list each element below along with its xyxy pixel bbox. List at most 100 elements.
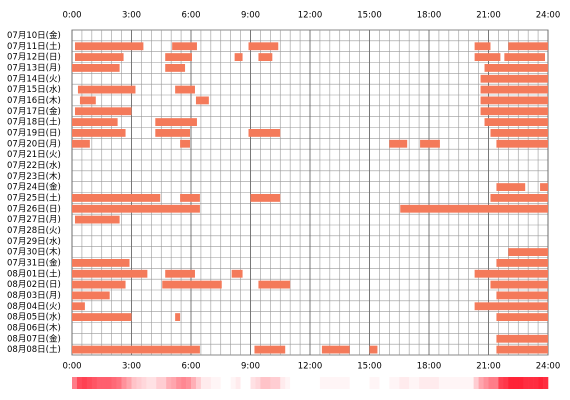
activity-bar (389, 139, 408, 148)
density-cell (528, 377, 534, 389)
density-cell (448, 377, 455, 389)
density-cell (433, 377, 440, 389)
row-label: 08月05日(水) (7, 312, 61, 323)
x-tick-label: 9:00 (241, 11, 260, 21)
activity-bar (72, 302, 85, 311)
density-cell (255, 377, 261, 389)
activity-bar (72, 64, 120, 72)
activity-bar (162, 280, 222, 289)
density-cell (205, 377, 212, 389)
density-cell (364, 377, 370, 389)
density-cell (250, 377, 256, 389)
density-cell (329, 377, 336, 389)
density-cell (290, 377, 296, 389)
x-tick-label: 6:00 (181, 11, 200, 21)
row-label: 07月22日(水) (7, 160, 61, 171)
x-tick-label: 18:00 (417, 11, 442, 21)
density-cell (354, 377, 360, 389)
row-label: 08月03日(月) (7, 291, 61, 301)
density-cell (503, 377, 509, 389)
activity-bar (484, 118, 548, 126)
density-cell (419, 377, 425, 389)
activity-bar (77, 85, 136, 94)
density-cell (91, 377, 98, 389)
activity-bar (474, 53, 501, 61)
activity-bar (400, 204, 548, 213)
row-label: 08月08日(土) (7, 344, 61, 355)
density-cell (240, 377, 246, 389)
density-cell (220, 377, 227, 389)
row-label: 07月10日(金) (7, 30, 61, 41)
row-label: 07月14日(火) (7, 74, 61, 84)
x-tick-label-bottom: 21:00 (476, 362, 501, 372)
row-label: 08月04日(火) (7, 302, 61, 312)
activity-bar (72, 118, 118, 126)
density-cell (86, 377, 93, 389)
density-cell (235, 377, 241, 389)
row-label: 07月13日(月) (7, 63, 61, 73)
density-cell (409, 377, 415, 389)
density-cell (310, 377, 316, 389)
row-label: 07月23日(木) (7, 171, 61, 182)
row-label: 07月31日(金) (7, 257, 61, 268)
x-tick-label-bottom: 0:00 (62, 362, 81, 372)
activity-bar (369, 345, 378, 354)
activity-bar (180, 194, 200, 202)
row-label: 08月01日(土) (7, 268, 61, 279)
row-label: 07月26日(日) (7, 204, 61, 214)
density-cell (171, 377, 177, 389)
density-cell (151, 377, 157, 389)
activity-bar (490, 194, 548, 202)
density-cell (181, 377, 187, 389)
activity-bar (496, 259, 548, 267)
activity-bar (496, 139, 548, 148)
activity-bar (496, 334, 548, 343)
activity-bar (72, 259, 130, 267)
activity-bar (480, 96, 548, 105)
activity-bar (480, 107, 548, 116)
density-cell (314, 377, 321, 389)
density-cell (533, 377, 539, 389)
density-cell (523, 377, 529, 389)
activity-bar (420, 139, 440, 148)
activity-bar (496, 345, 548, 354)
density-cell (488, 377, 494, 389)
density-cell (414, 377, 420, 389)
row-label: 07月25日(土) (7, 192, 61, 203)
activity-bar (490, 280, 548, 289)
activity-bar (72, 313, 132, 321)
density-cell (72, 377, 78, 389)
density-cell (141, 377, 147, 389)
activity-bar (72, 345, 200, 354)
activity-bar (250, 194, 281, 202)
activity-bar (254, 345, 286, 354)
density-cell (518, 377, 524, 389)
density-cell (374, 377, 380, 389)
density-cell (305, 377, 311, 389)
row-label: 07月20日(月) (7, 139, 61, 149)
row-label: 08月07日(金) (7, 333, 61, 344)
density-cell (349, 377, 355, 389)
row-label: 08月06日(木) (7, 322, 61, 333)
density-cell (81, 377, 88, 389)
density-cell (344, 377, 350, 389)
x-tick-label-bottom: 9:00 (241, 362, 260, 372)
x-tick-label-bottom: 12:00 (298, 362, 323, 372)
row-label: 07月27日(月) (7, 215, 61, 225)
density-cell (478, 377, 484, 389)
density-cell (458, 377, 465, 389)
row-label: 07月24日(金) (7, 182, 61, 193)
density-cell (463, 377, 469, 389)
activity-bar (490, 129, 548, 137)
activity-bar (72, 129, 126, 137)
density-cell (230, 377, 236, 389)
activity-bar (72, 204, 200, 213)
x-tick-label-bottom: 18:00 (417, 362, 442, 372)
row-label: 07月11日(土) (7, 41, 61, 52)
density-cell (429, 377, 435, 389)
activity-bar (504, 53, 546, 61)
activity-bar (248, 129, 281, 137)
density-cell (200, 377, 207, 389)
x-tick-label: 21:00 (476, 11, 501, 21)
density-cell (404, 377, 410, 389)
